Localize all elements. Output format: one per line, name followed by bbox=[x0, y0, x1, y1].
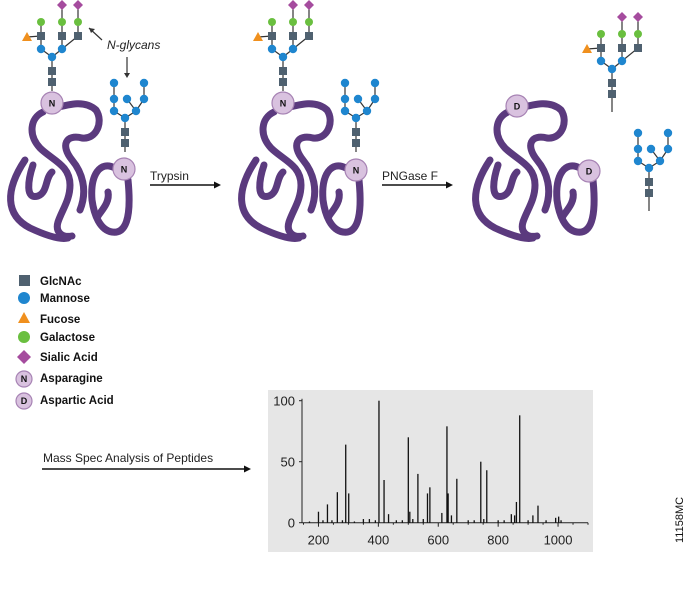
residue-label: N bbox=[49, 99, 56, 109]
residue-label: N bbox=[280, 99, 287, 109]
intact-glycoprotein: N N N-glycans bbox=[11, 0, 160, 239]
legend-item-glcnac: GlcNAc bbox=[19, 275, 82, 288]
legend-label: Asparagine bbox=[40, 373, 103, 385]
aspartic-acid-residue bbox=[577, 159, 601, 183]
aspartic-acid-residue bbox=[505, 94, 529, 118]
asparagine-residue bbox=[40, 91, 64, 115]
asparagine-residue bbox=[112, 157, 136, 181]
protein-chain bbox=[476, 104, 595, 239]
x-tick-label: 200 bbox=[308, 533, 330, 548]
sialic-acid-diamond-icon bbox=[17, 350, 31, 364]
pngase-f-arrow bbox=[382, 181, 453, 189]
x-tick-label: 600 bbox=[427, 533, 449, 548]
legend-label: Aspartic Acid bbox=[40, 395, 114, 407]
legend-item-fucose: Fucose bbox=[18, 312, 80, 326]
pngase-f-label: PNGase F bbox=[382, 169, 438, 183]
residue-label: N bbox=[353, 166, 360, 176]
high-mannose-n-glycan bbox=[340, 78, 380, 153]
released-high-mannose-n-glycan bbox=[633, 128, 673, 203]
protein-chain bbox=[11, 104, 130, 239]
legend-item-galactose: Galactose bbox=[18, 331, 95, 344]
legend-item-aspartic-acid: D Aspartic Acid bbox=[15, 392, 114, 410]
legend-label: Galactose bbox=[40, 332, 95, 344]
y-tick-label: 0 bbox=[288, 516, 295, 531]
legend-label: Sialic Acid bbox=[40, 352, 98, 364]
residue-label: D bbox=[514, 102, 521, 112]
chart-background bbox=[268, 390, 593, 552]
legend-item-asparagine: N Asparagine bbox=[15, 370, 103, 388]
fucose-triangle-icon bbox=[18, 312, 30, 323]
protein-chain bbox=[242, 104, 361, 239]
legend-label: GlcNAc bbox=[40, 276, 82, 288]
figure-code: 11158MC bbox=[674, 497, 686, 543]
galactose-circle-icon bbox=[18, 331, 30, 343]
high-mannose-n-glycan bbox=[109, 78, 149, 153]
mass-spec-arrow bbox=[42, 465, 251, 473]
trypsin-digested-glycoprotein: N N bbox=[242, 0, 380, 238]
glcnac-square-icon bbox=[19, 275, 30, 286]
trypsin-label: Trypsin bbox=[150, 169, 189, 183]
legend-label: Mannose bbox=[40, 293, 90, 305]
x-tick-label: 800 bbox=[487, 533, 509, 548]
complex-n-glycan bbox=[252, 0, 315, 92]
mass-spectrum-chart: 0 50 100 200 400 600 800 1000 bbox=[268, 390, 593, 552]
asparagine-residue bbox=[344, 158, 368, 182]
residue-label: D bbox=[586, 167, 593, 177]
deglycosylated-protein: D D bbox=[476, 94, 601, 239]
y-tick-label: 50 bbox=[281, 455, 295, 470]
asparagine-icon bbox=[15, 370, 33, 388]
mass-spec-label: Mass Spec Analysis of Peptides bbox=[43, 451, 213, 465]
complex-n-glycan bbox=[21, 0, 84, 92]
residue-label: N bbox=[21, 374, 28, 384]
legend: GlcNAc Mannose Fucose Galactose Sialic A… bbox=[15, 275, 114, 410]
residue-label: N bbox=[121, 165, 128, 175]
residue-label: D bbox=[21, 396, 28, 406]
released-complex-n-glycan bbox=[581, 11, 644, 104]
mannose-circle-icon bbox=[18, 292, 30, 304]
asparagine-residue bbox=[271, 91, 295, 115]
y-tick-label: 100 bbox=[273, 394, 295, 409]
legend-item-sialic-acid: Sialic Acid bbox=[17, 350, 98, 364]
legend-label: Fucose bbox=[40, 314, 80, 326]
x-tick-label: 1000 bbox=[544, 533, 573, 548]
aspartic-acid-icon bbox=[15, 392, 33, 410]
trypsin-arrow bbox=[150, 181, 221, 189]
legend-item-mannose: Mannose bbox=[18, 292, 90, 305]
n-glycans-label: N-glycans bbox=[107, 38, 160, 52]
x-tick-label: 400 bbox=[368, 533, 390, 548]
